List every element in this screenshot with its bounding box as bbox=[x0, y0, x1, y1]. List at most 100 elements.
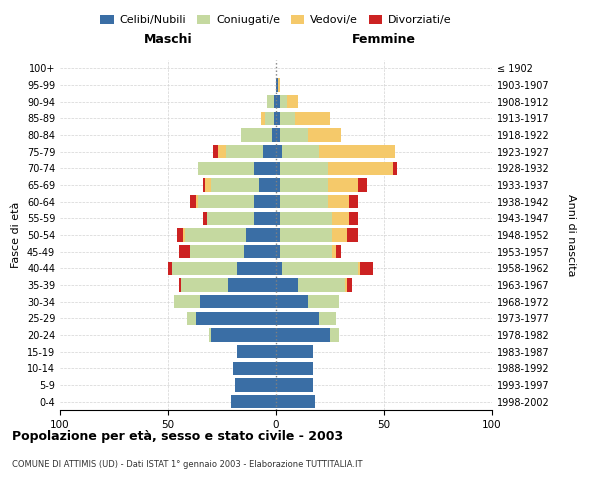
Bar bbox=[274, 112, 276, 125]
Bar bbox=[280, 228, 332, 241]
Bar bbox=[254, 195, 276, 208]
Bar bbox=[175, 295, 200, 308]
Bar bbox=[237, 262, 276, 275]
Bar bbox=[276, 112, 280, 125]
Bar bbox=[295, 112, 330, 125]
Bar bbox=[276, 178, 280, 192]
Text: COMUNE DI ATTIMIS (UD) - Dati ISTAT 1° gennaio 2003 - Elaborazione TUTTITALIA.IT: COMUNE DI ATTIMIS (UD) - Dati ISTAT 1° g… bbox=[12, 460, 362, 469]
Bar bbox=[179, 245, 190, 258]
Legend: Celibi/Nubili, Coniugati/e, Vedovi/e, Divorziati/e: Celibi/Nubili, Coniugati/e, Vedovi/e, Di… bbox=[96, 10, 456, 30]
Y-axis label: Anni di nascita: Anni di nascita bbox=[566, 194, 577, 276]
Bar bbox=[308, 128, 341, 141]
Bar bbox=[319, 145, 395, 158]
Bar bbox=[276, 312, 319, 325]
Bar bbox=[205, 178, 211, 192]
Bar bbox=[347, 228, 358, 241]
Bar bbox=[254, 162, 276, 175]
Bar bbox=[280, 195, 328, 208]
Bar bbox=[233, 362, 276, 375]
Bar bbox=[280, 178, 328, 192]
Bar bbox=[214, 145, 218, 158]
Bar bbox=[287, 95, 298, 108]
Bar bbox=[183, 228, 185, 241]
Bar bbox=[185, 228, 246, 241]
Bar bbox=[272, 128, 276, 141]
Bar bbox=[259, 178, 276, 192]
Bar bbox=[276, 145, 283, 158]
Bar bbox=[265, 112, 274, 125]
Bar bbox=[358, 178, 367, 192]
Bar bbox=[276, 95, 280, 108]
Bar bbox=[276, 128, 280, 141]
Bar bbox=[190, 245, 244, 258]
Bar bbox=[332, 245, 337, 258]
Bar bbox=[211, 178, 259, 192]
Bar bbox=[358, 262, 360, 275]
Bar bbox=[360, 262, 373, 275]
Bar bbox=[298, 278, 345, 291]
Bar bbox=[330, 328, 338, 342]
Bar bbox=[187, 312, 196, 325]
Bar bbox=[278, 78, 280, 92]
Bar bbox=[276, 395, 315, 408]
Bar bbox=[349, 195, 358, 208]
Bar bbox=[280, 245, 332, 258]
Bar bbox=[276, 245, 280, 258]
Bar bbox=[276, 195, 280, 208]
Bar bbox=[168, 262, 172, 275]
Bar bbox=[332, 228, 347, 241]
Bar bbox=[274, 95, 276, 108]
Bar bbox=[181, 278, 229, 291]
Bar bbox=[276, 278, 298, 291]
Bar bbox=[176, 228, 183, 241]
Bar bbox=[209, 328, 211, 342]
Bar bbox=[203, 212, 207, 225]
Text: Popolazione per età, sesso e stato civile - 2003: Popolazione per età, sesso e stato civil… bbox=[12, 430, 343, 443]
Bar bbox=[230, 395, 276, 408]
Text: Maschi: Maschi bbox=[143, 33, 193, 46]
Bar bbox=[226, 145, 263, 158]
Bar bbox=[244, 245, 276, 258]
Bar bbox=[276, 328, 330, 342]
Bar bbox=[254, 212, 276, 225]
Bar bbox=[229, 278, 276, 291]
Bar bbox=[203, 178, 205, 192]
Bar bbox=[190, 195, 196, 208]
Bar bbox=[349, 212, 358, 225]
Bar bbox=[276, 228, 280, 241]
Bar bbox=[179, 278, 181, 291]
Bar bbox=[308, 295, 338, 308]
Bar bbox=[268, 95, 274, 108]
Bar bbox=[283, 145, 319, 158]
Text: Femmine: Femmine bbox=[352, 33, 416, 46]
Bar bbox=[276, 295, 308, 308]
Bar bbox=[347, 278, 352, 291]
Bar bbox=[196, 312, 276, 325]
Bar bbox=[280, 162, 328, 175]
Bar bbox=[276, 162, 280, 175]
Bar bbox=[276, 212, 280, 225]
Bar bbox=[276, 345, 313, 358]
Bar bbox=[280, 95, 287, 108]
Bar bbox=[198, 162, 254, 175]
Bar bbox=[276, 378, 313, 392]
Bar bbox=[246, 228, 276, 241]
Bar bbox=[280, 112, 295, 125]
Bar bbox=[207, 212, 254, 225]
Bar bbox=[319, 312, 337, 325]
Bar bbox=[218, 145, 226, 158]
Bar bbox=[172, 262, 237, 275]
Bar bbox=[235, 378, 276, 392]
Bar bbox=[196, 195, 198, 208]
Bar bbox=[337, 245, 341, 258]
Bar bbox=[198, 195, 254, 208]
Bar bbox=[283, 262, 358, 275]
Bar bbox=[280, 212, 332, 225]
Bar bbox=[328, 162, 392, 175]
Bar bbox=[261, 112, 265, 125]
Bar bbox=[263, 145, 276, 158]
Y-axis label: Fasce di età: Fasce di età bbox=[11, 202, 21, 268]
Bar bbox=[241, 128, 272, 141]
Bar bbox=[328, 178, 358, 192]
Bar bbox=[276, 262, 283, 275]
